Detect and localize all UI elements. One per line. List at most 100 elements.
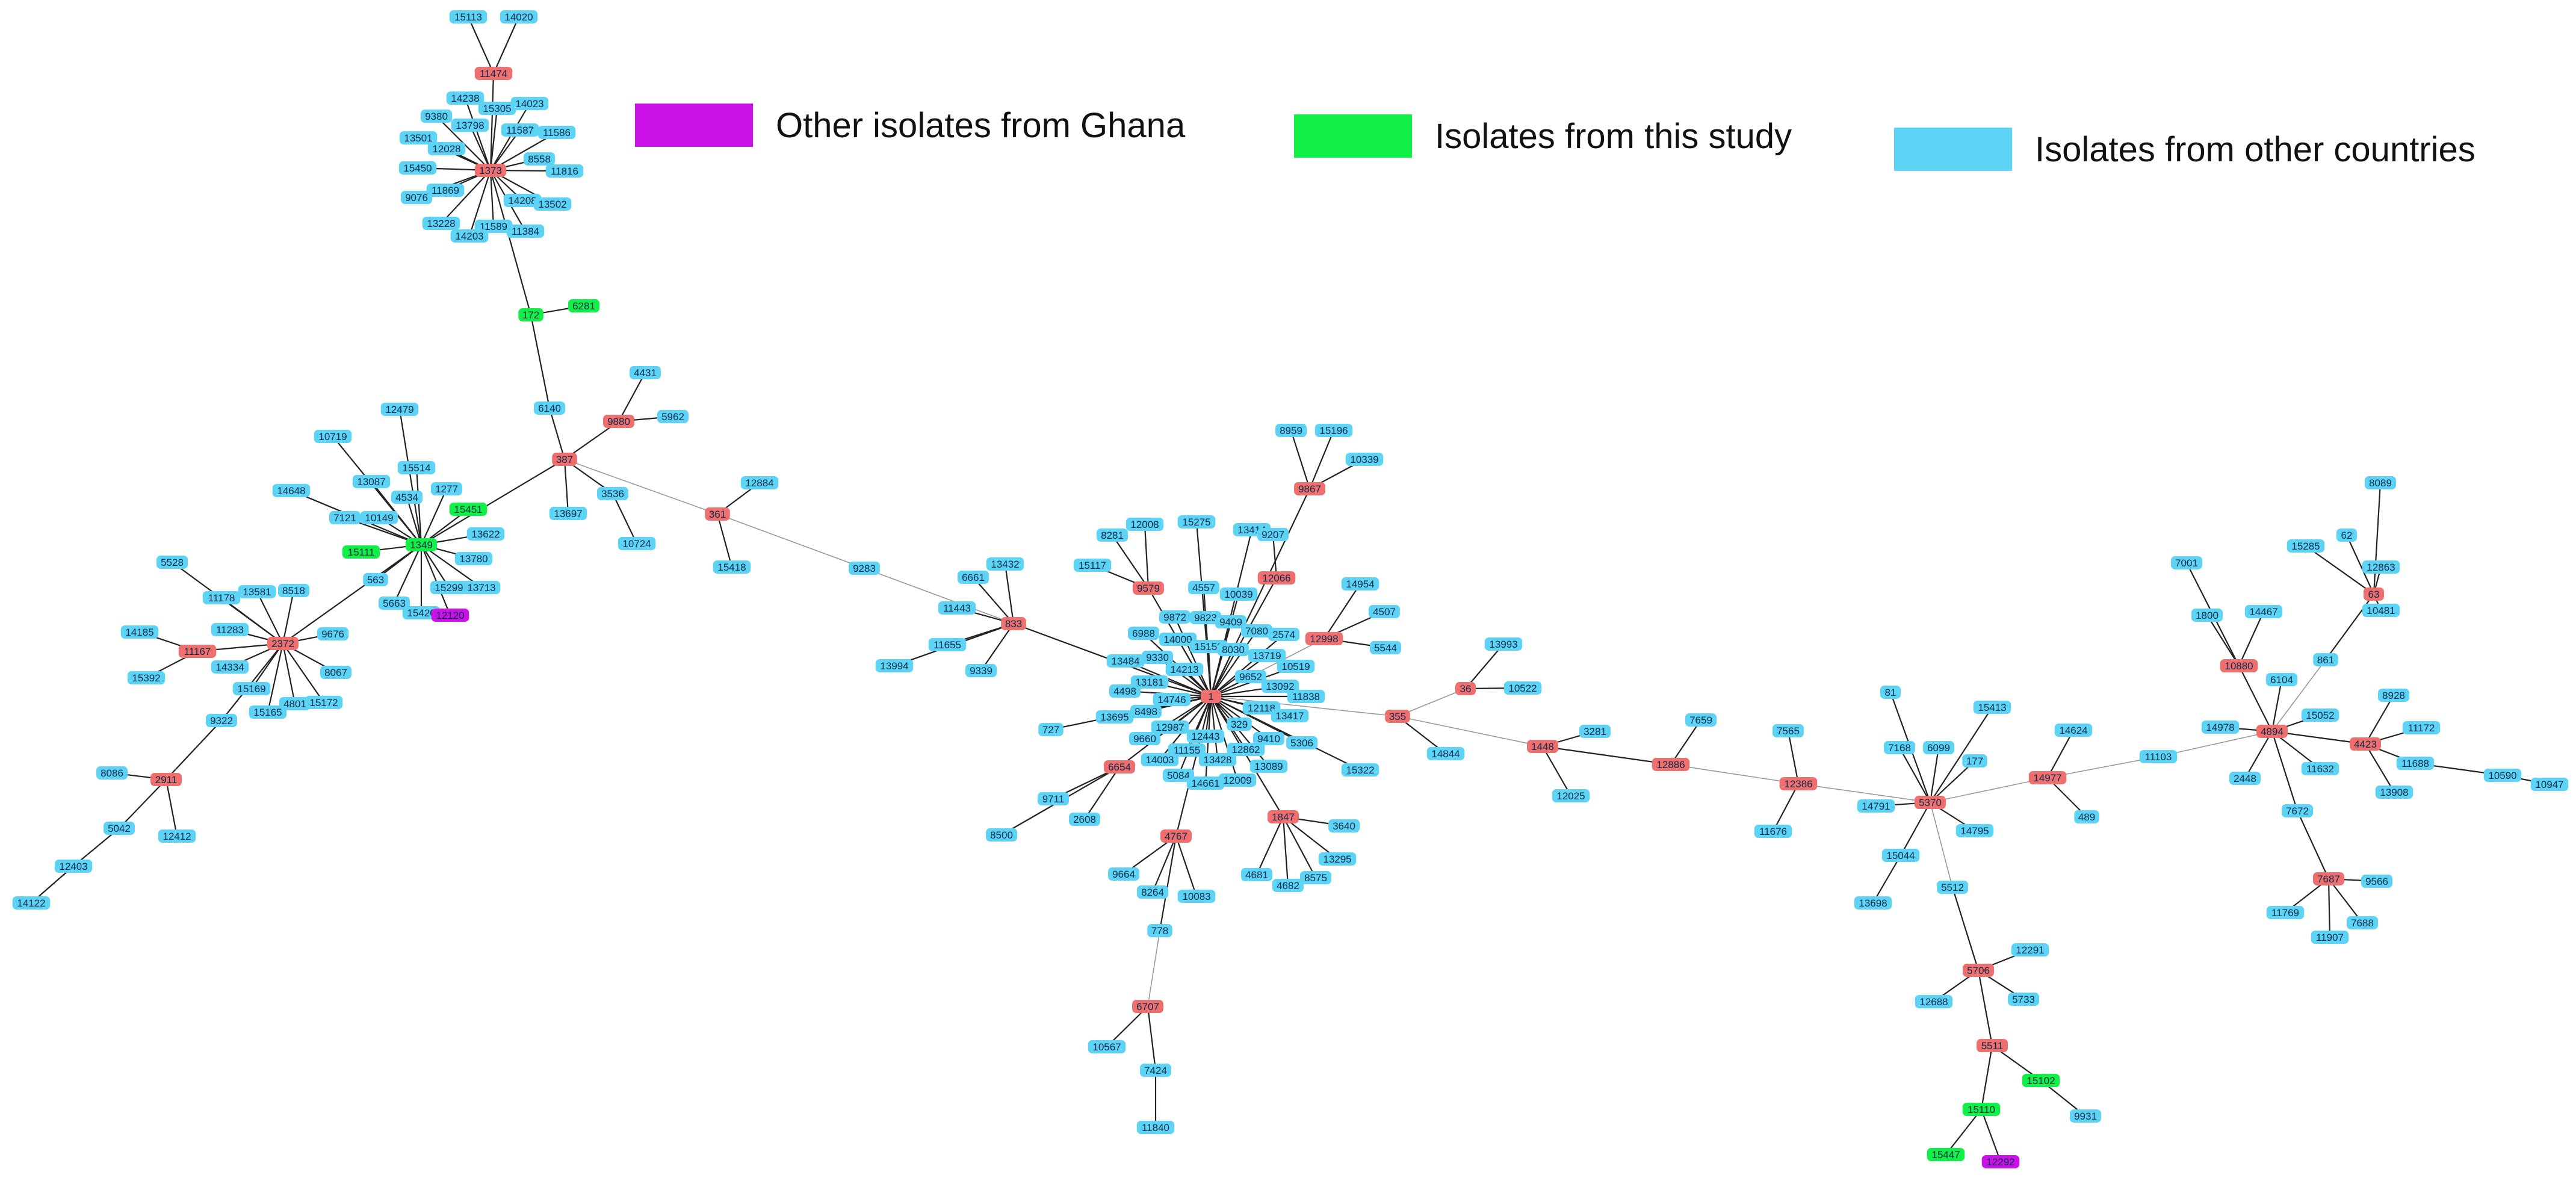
node-label: 9880 [607, 416, 630, 427]
node-label: 62 [2341, 530, 2353, 541]
node-shape [1218, 643, 1249, 656]
node-label: 12688 [1919, 996, 1948, 1008]
node-shape [1038, 723, 1064, 736]
edge-2608-6654 [1084, 766, 1120, 820]
node-7672: 7672 [2282, 804, 2313, 817]
edge-8030-1 [1210, 649, 1234, 697]
node-10481: 10481 [2362, 604, 2400, 617]
edge-1373-172 [489, 170, 532, 315]
edge-15110-12292 [1980, 1109, 2002, 1162]
edge-6707-7424 [1147, 1006, 1157, 1071]
node-label: 13780 [459, 553, 488, 565]
node-shape [1881, 849, 1920, 862]
node-12025: 12025 [1552, 789, 1590, 802]
node-4681: 4681 [1241, 868, 1272, 881]
node-shape [2402, 721, 2441, 734]
node-shape [1235, 670, 1266, 683]
edge-14238-1373 [464, 98, 492, 171]
node-11178: 11178 [202, 591, 241, 604]
node-label: 6281 [572, 300, 595, 312]
node-shape [1141, 753, 1179, 766]
node-label: 15110 [1968, 1104, 1995, 1115]
node-14746: 14746 [1153, 693, 1191, 706]
node-13087: 13087 [352, 475, 391, 488]
node-shape [1314, 424, 1353, 437]
node-label: 12292 [1986, 1156, 2014, 1168]
node-7080: 7080 [1241, 624, 1272, 637]
node-label: 13581 [243, 586, 271, 598]
node-label: 7659 [1689, 715, 1712, 726]
legend-label-this-study: Isolates from this study [1435, 116, 1792, 156]
node-9931: 9931 [2070, 1109, 2101, 1123]
node-label: 14213 [1170, 664, 1198, 675]
edge-13581-2372 [256, 591, 283, 644]
node-13994: 13994 [875, 659, 914, 672]
node-355: 355 [1385, 710, 1410, 723]
node-label: 11907 [2316, 932, 2344, 943]
node-label: 2448 [2234, 773, 2256, 784]
node-shape [1132, 1000, 1163, 1013]
node-shape [1177, 890, 1216, 903]
edge-15044-5370 [1900, 802, 1931, 856]
node-label: 10522 [1508, 683, 1537, 694]
node-13713: 13713 [462, 581, 501, 594]
node-label: 10719 [318, 431, 347, 442]
node-shape [1219, 587, 1258, 601]
node-8498: 8498 [1130, 705, 1162, 718]
edge-8089-63 [2373, 482, 2382, 595]
node-label: 9207 [1262, 529, 1284, 541]
node-shape [120, 625, 159, 639]
node-label: 4507 [1373, 606, 1396, 618]
node-label: 14791 [1862, 801, 1890, 812]
edge-7168-5370 [1899, 747, 1931, 803]
node-shape [1153, 693, 1191, 706]
node-label: 15044 [1886, 850, 1915, 861]
node-label: 13087 [357, 476, 385, 488]
node-shape [158, 829, 196, 843]
node-727: 727 [1038, 723, 1064, 736]
edge-4767-8264 [1151, 835, 1177, 893]
node-12403: 12403 [54, 860, 93, 873]
node-11838: 11838 [1287, 690, 1325, 703]
node-label: 4557 [1192, 582, 1215, 594]
node-label: 3640 [1333, 820, 1355, 832]
node-13295: 13295 [1318, 852, 1357, 866]
node-label: 1800 [2196, 610, 2218, 621]
edge-11178-2372 [221, 597, 283, 644]
node-shape [462, 581, 501, 594]
node-shape [202, 591, 241, 604]
node-shape [2347, 916, 2378, 929]
node-label: 11443 [943, 603, 971, 614]
node-13428: 13428 [1198, 753, 1237, 766]
node-9409: 9409 [1215, 615, 1246, 628]
node-label: 10947 [2535, 779, 2563, 790]
node-label: 13798 [456, 120, 484, 131]
node-13228: 13228 [422, 217, 460, 230]
node-label: 7672 [2286, 805, 2309, 817]
node-label: 4431 [634, 367, 657, 379]
node-12884: 12884 [740, 476, 779, 489]
node-label: 11838 [1292, 691, 1320, 702]
edge-12386-5370 [1798, 783, 1931, 803]
node-shape [630, 366, 661, 379]
node-10947: 10947 [2530, 778, 2569, 791]
node-shape [534, 401, 565, 415]
node-shape [618, 537, 656, 550]
node-3536: 3536 [597, 487, 628, 500]
node-label: 13698 [1859, 897, 1887, 909]
node-shape [406, 538, 437, 551]
node-shape [1963, 964, 1994, 977]
node-label: 355 [1389, 711, 1406, 722]
edge-15413-5370 [1930, 707, 1993, 803]
node-shape [2311, 931, 2349, 944]
node-shape [1300, 871, 1331, 884]
node-13622: 13622 [466, 527, 505, 541]
node-15052: 15052 [2301, 708, 2339, 722]
edge-15299-1349 [421, 544, 450, 588]
node-label: 12403 [59, 861, 87, 872]
node-11443: 11443 [938, 601, 976, 615]
node-label: 11474 [480, 68, 507, 79]
node-label: 8498 [1135, 706, 1157, 718]
node-489: 489 [2074, 810, 2099, 823]
node-shape [430, 581, 468, 594]
